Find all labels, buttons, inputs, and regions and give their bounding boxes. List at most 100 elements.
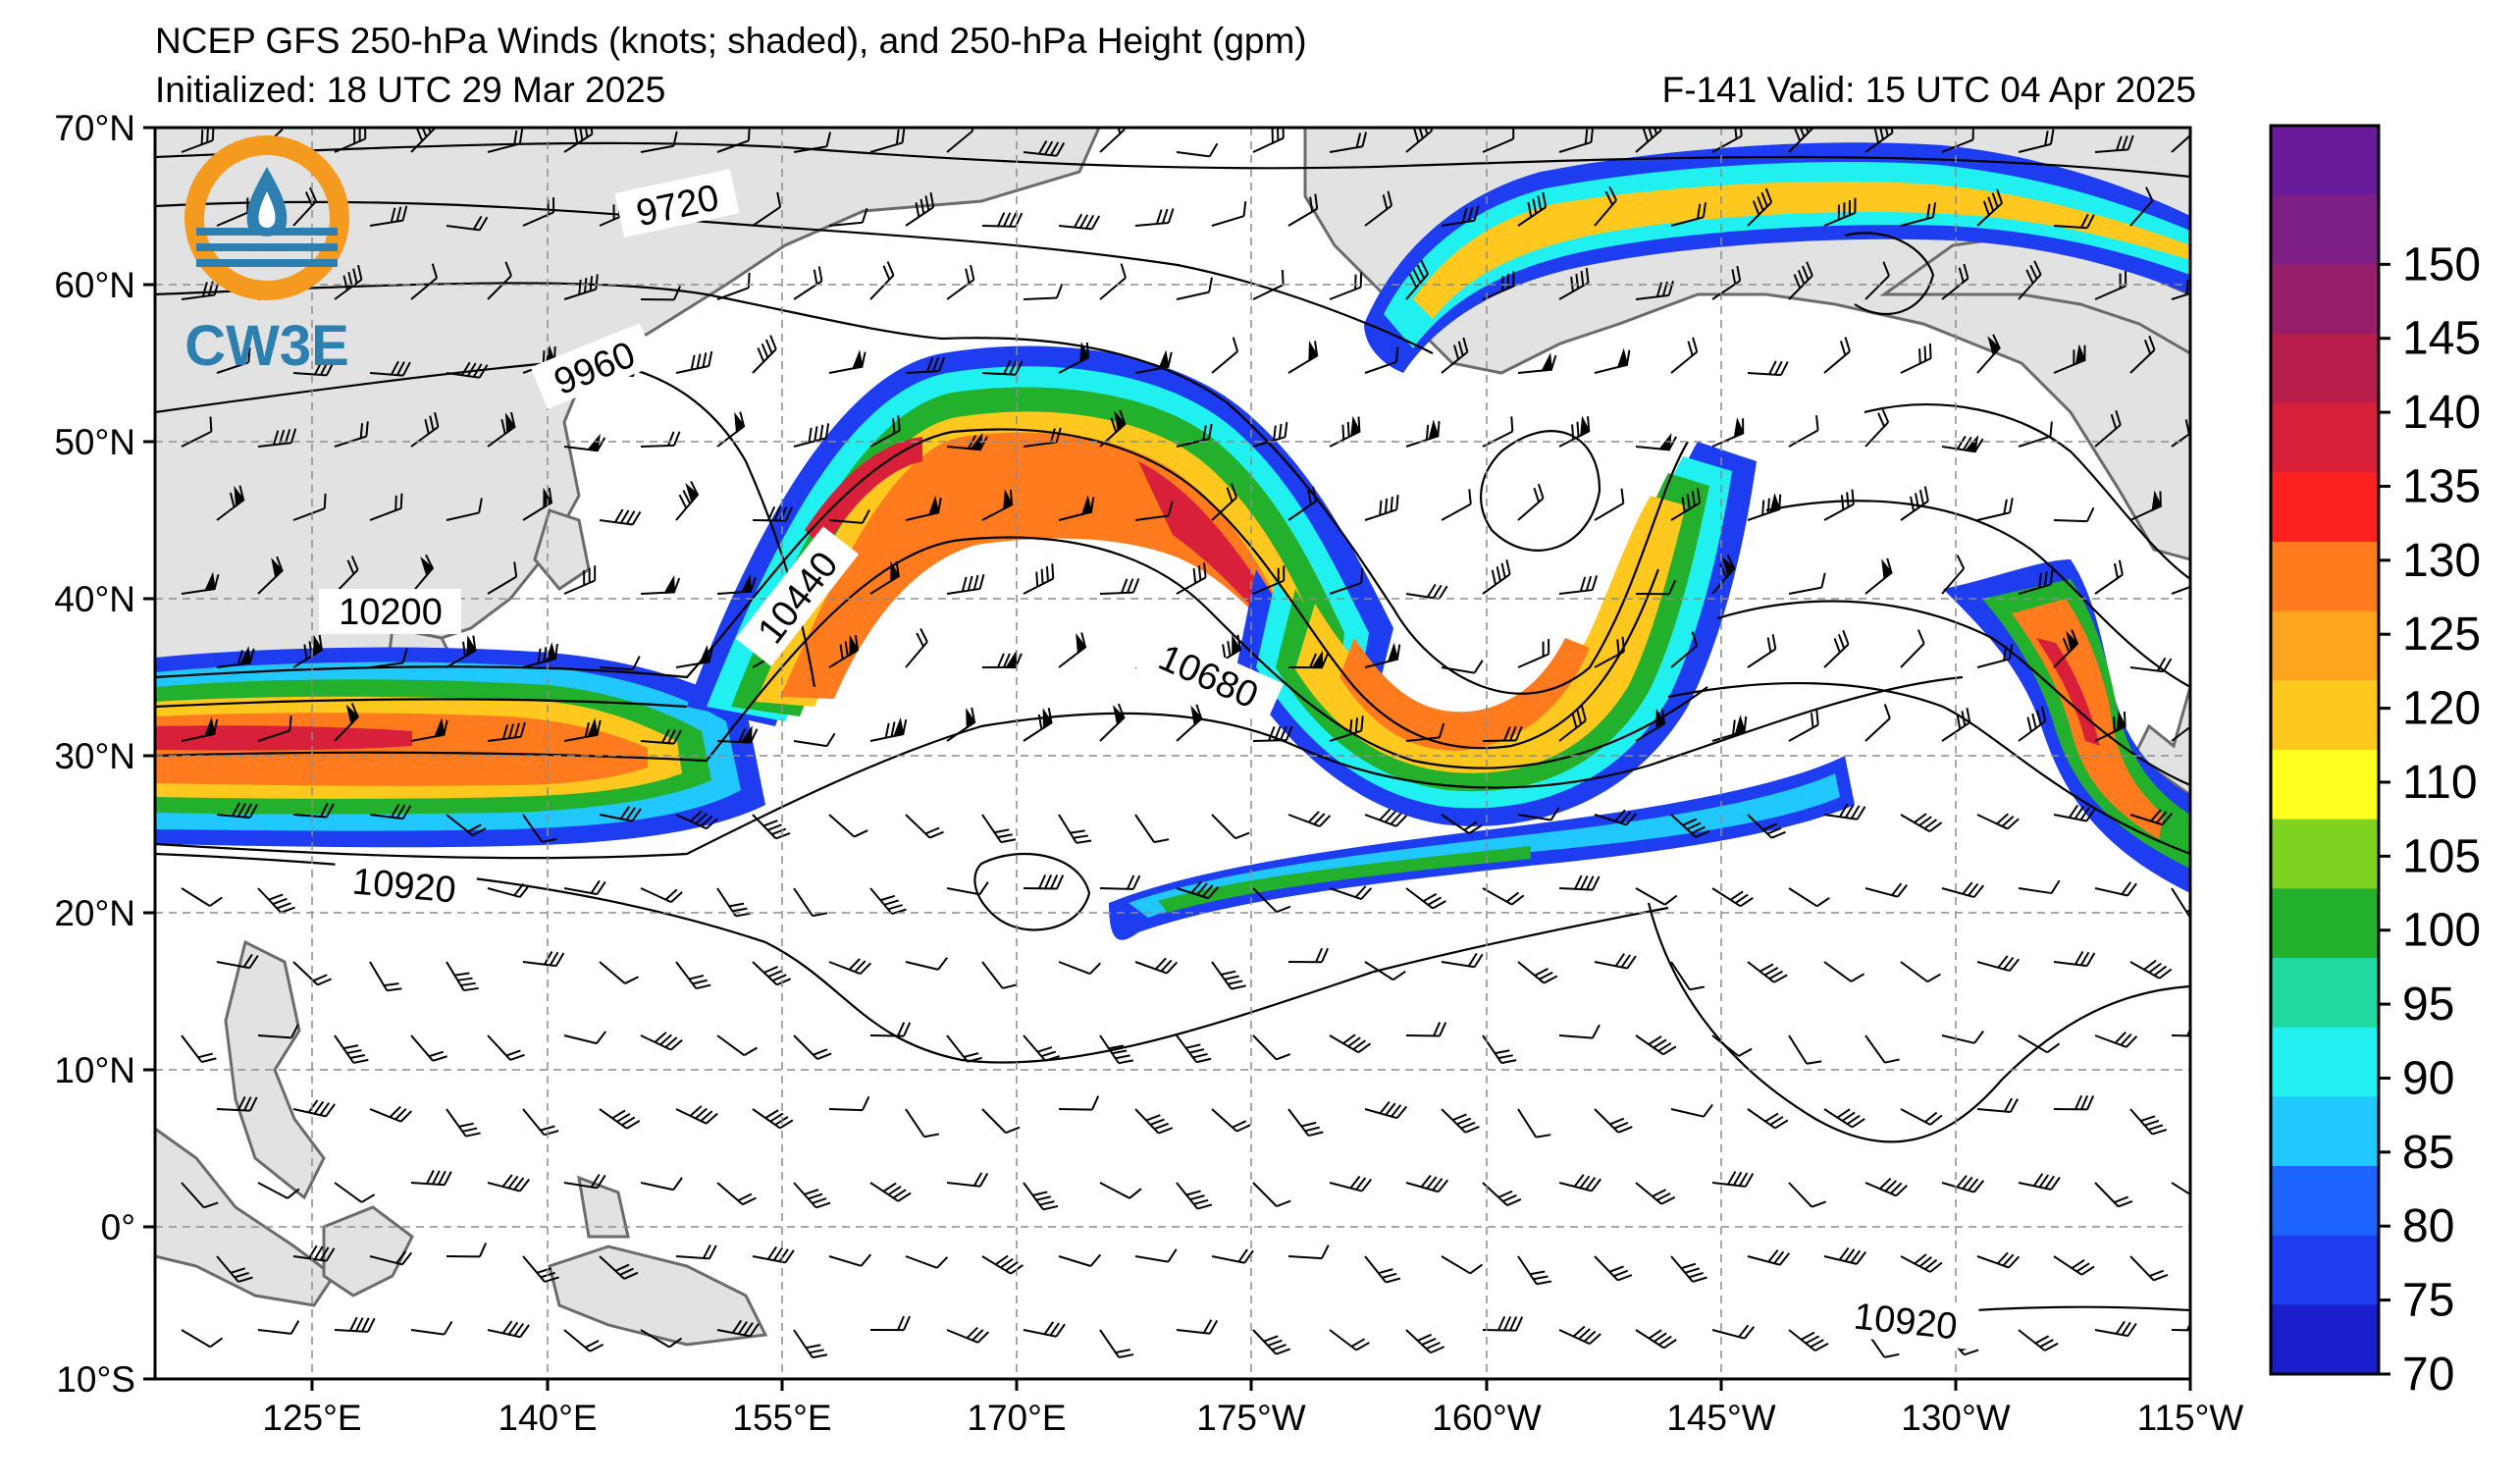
valid-time: F-141 Valid: 15 UTC 04 Apr 2025: [1661, 70, 2196, 110]
wind-barb: [2094, 711, 2126, 742]
wind-barb: [334, 1182, 376, 1203]
wind-barb: [2053, 213, 2095, 230]
wind-barb: [716, 887, 751, 918]
wind-barb: [1252, 725, 1293, 742]
wind-barb: [869, 1022, 912, 1037]
wind-barb: [1976, 188, 2004, 227]
wind-barb: [2053, 1255, 2095, 1276]
wind-barb: [1670, 488, 1702, 521]
wind-barb: [1594, 953, 1637, 970]
wind-barb: [1058, 814, 1092, 844]
colorbar-label: 130: [2402, 535, 2481, 587]
wind-barb: [292, 1245, 336, 1262]
wind-barb: [410, 411, 440, 448]
wind-barb: [1441, 814, 1483, 834]
wind-barb: [1976, 498, 2014, 521]
wind-barb: [1329, 272, 1363, 300]
wind-barb: [981, 1254, 1024, 1275]
wind-barb: [1211, 200, 1247, 227]
wind-barb: [1252, 887, 1291, 914]
colorbar-label: 120: [2402, 683, 2481, 735]
colorbar-label: 150: [2402, 238, 2481, 291]
wind-barb: [410, 263, 439, 300]
wind-barb: [1517, 352, 1557, 374]
wind-barb: [1287, 650, 1329, 669]
wind-barb: [752, 335, 777, 374]
wind-barb: [1364, 190, 1393, 227]
wind-barb: [1482, 887, 1525, 906]
colorbar-label: 90: [2402, 1052, 2454, 1104]
wind-barb: [1900, 1253, 1943, 1273]
wind-barb: [1594, 186, 1617, 227]
contour-label-10200: 10200: [339, 592, 443, 633]
lon-label-170e: 170°E: [967, 1398, 1066, 1438]
wind-barb: [1211, 1248, 1254, 1264]
wind-barb: [216, 197, 249, 227]
wind-barb: [1711, 715, 1748, 742]
wind-barb: [1594, 488, 1625, 521]
wind-barb: [1023, 874, 1065, 890]
wind-barb: [1364, 642, 1401, 668]
wind-barb: [563, 1329, 604, 1352]
wind-barb: [1594, 347, 1631, 374]
map-frame: [153, 126, 2192, 1381]
wind-barb: [1747, 814, 1786, 839]
wind-barb: [2171, 129, 2190, 153]
wind-barb: [2094, 271, 2127, 300]
wind-barb: [1329, 132, 1368, 153]
wind-barb: [905, 496, 942, 521]
wind-barb: [181, 1182, 219, 1209]
wind-barb: [1176, 1182, 1213, 1210]
wind-barb: [1864, 557, 1893, 595]
wind-barb: [1023, 283, 1064, 300]
wind-barb: [828, 349, 866, 374]
wind-barb: [869, 716, 908, 742]
wind-barb: [257, 1024, 299, 1039]
wind-barb: [563, 717, 602, 742]
wind-barb: [2018, 879, 2061, 895]
colorbar-label: 125: [2402, 609, 2481, 661]
wind-barb: [410, 554, 435, 595]
wind-barb: [1211, 814, 1250, 840]
wind-barb: [1211, 337, 1239, 374]
wind-barb: [1594, 636, 1625, 668]
wind-barb: [292, 1099, 336, 1118]
wind-barb: [257, 1320, 300, 1335]
wind-barb: [1517, 483, 1545, 521]
lon-label-155e: 155°E: [732, 1398, 831, 1438]
wind-barb: [2129, 657, 2173, 673]
wind-barb: [1058, 632, 1087, 668]
wind-barb: [905, 1255, 949, 1269]
wind-barb: [2171, 415, 2190, 448]
wind-barb: [1711, 417, 1745, 448]
map-title: NCEP GFS 250-hPa Winds (knots; shaded), …: [155, 21, 1307, 61]
wind-barb: [675, 1245, 717, 1260]
wind-barb: [2171, 707, 2190, 742]
wind-barb: [981, 1108, 1021, 1135]
wind-barb: [1788, 1329, 1829, 1351]
lon-label-160w: 160°W: [1432, 1398, 1542, 1438]
wind-barb: [1900, 961, 1941, 983]
wind-barb: [1635, 433, 1678, 451]
wind-barb: [981, 961, 1018, 989]
wind-barb: [869, 128, 906, 153]
wind-barb: [1058, 342, 1090, 374]
wind-barb: [1976, 334, 2002, 374]
wind-barb: [640, 1329, 683, 1349]
colorbar-label: 85: [2402, 1127, 2454, 1179]
wind-barb: [1058, 961, 1102, 976]
wind-barb: [1287, 1108, 1324, 1138]
wind-barb: [1441, 660, 1484, 674]
wind-barb: [1252, 1182, 1291, 1208]
wind-barb: [216, 953, 259, 970]
wind-barb: [446, 215, 489, 232]
wind-barb: [2129, 1108, 2168, 1136]
wind-barb: [1099, 1034, 1134, 1065]
wind-barb: [1287, 486, 1317, 521]
wind-barb: [563, 565, 597, 595]
wind-barb: [1287, 193, 1319, 227]
wind-barb: [1364, 1255, 1401, 1284]
wind-barb: [2018, 706, 2047, 742]
wind-barb: [1670, 961, 1706, 991]
wind-barb: [793, 1182, 831, 1209]
